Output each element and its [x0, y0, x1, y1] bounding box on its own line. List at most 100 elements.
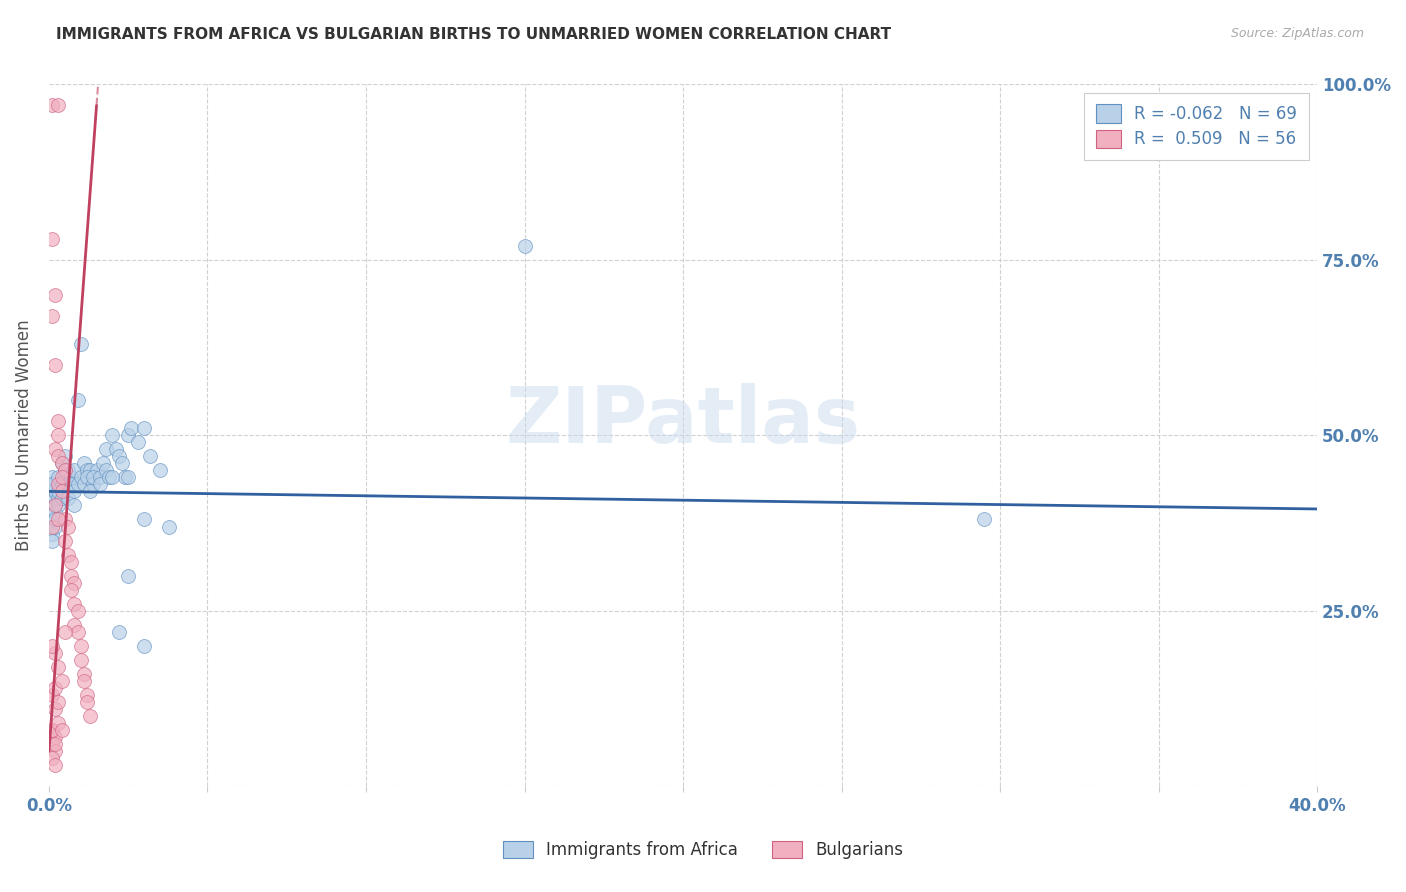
- Point: [41, 512, 63, 526]
- Point: [66, 393, 89, 408]
- Point: [132, 512, 155, 526]
- Point: [44, 681, 66, 695]
- Point: [63, 484, 86, 499]
- Point: [139, 450, 162, 464]
- Legend: Immigrants from Africa, Bulgarians: Immigrants from Africa, Bulgarians: [496, 834, 910, 866]
- Point: [48, 470, 70, 484]
- Point: [76, 688, 98, 702]
- Point: [48, 477, 70, 491]
- Point: [63, 499, 86, 513]
- Point: [44, 491, 66, 506]
- Point: [132, 421, 155, 435]
- Point: [48, 414, 70, 428]
- Point: [86, 463, 108, 477]
- Point: [48, 484, 70, 499]
- Point: [120, 421, 142, 435]
- Point: [107, 450, 129, 464]
- Point: [101, 470, 124, 484]
- Point: [973, 512, 995, 526]
- Point: [91, 456, 114, 470]
- Point: [41, 723, 63, 737]
- Point: [56, 519, 79, 533]
- Point: [94, 463, 117, 477]
- Point: [114, 470, 136, 484]
- Point: [44, 730, 66, 744]
- Point: [63, 597, 86, 611]
- Point: [41, 639, 63, 653]
- Point: [41, 484, 63, 499]
- Point: [44, 512, 66, 526]
- Point: [44, 702, 66, 716]
- Point: [63, 575, 86, 590]
- Point: [48, 660, 70, 674]
- Point: [69, 470, 91, 484]
- Point: [79, 709, 101, 723]
- Point: [41, 232, 63, 246]
- Point: [117, 568, 139, 582]
- Point: [41, 737, 63, 751]
- Point: [53, 463, 76, 477]
- Point: [53, 533, 76, 548]
- Point: [149, 463, 172, 477]
- Point: [44, 519, 66, 533]
- Point: [41, 98, 63, 112]
- Point: [53, 470, 76, 484]
- Point: [41, 470, 63, 484]
- Point: [98, 470, 121, 484]
- Point: [76, 470, 98, 484]
- Point: [53, 512, 76, 526]
- Point: [159, 519, 181, 533]
- Point: [117, 470, 139, 484]
- Point: [41, 519, 63, 533]
- Point: [48, 499, 70, 513]
- Point: [48, 695, 70, 709]
- Point: [117, 428, 139, 442]
- Point: [53, 450, 76, 464]
- Point: [44, 484, 66, 499]
- Point: [89, 477, 111, 491]
- Point: [41, 309, 63, 323]
- Point: [73, 666, 96, 681]
- Point: [132, 639, 155, 653]
- Point: [41, 723, 63, 737]
- Y-axis label: Births to Unmarried Women: Births to Unmarried Women: [15, 319, 32, 551]
- Point: [53, 624, 76, 639]
- Point: [41, 477, 63, 491]
- Point: [111, 456, 134, 470]
- Point: [51, 470, 73, 484]
- Point: [94, 442, 117, 457]
- Point: [60, 470, 83, 484]
- Point: [51, 491, 73, 506]
- Point: [41, 526, 63, 541]
- Point: [82, 477, 104, 491]
- Text: ZIPatlas: ZIPatlas: [506, 384, 860, 459]
- Point: [44, 646, 66, 660]
- Point: [82, 470, 104, 484]
- Point: [51, 477, 73, 491]
- Point: [44, 758, 66, 772]
- Point: [89, 470, 111, 484]
- Point: [51, 673, 73, 688]
- Point: [69, 653, 91, 667]
- Point: [51, 723, 73, 737]
- Point: [73, 673, 96, 688]
- Point: [51, 484, 73, 499]
- Point: [63, 617, 86, 632]
- Point: [48, 98, 70, 112]
- Point: [79, 463, 101, 477]
- Point: [101, 428, 124, 442]
- Point: [66, 604, 89, 618]
- Point: [79, 484, 101, 499]
- Point: [60, 477, 83, 491]
- Point: [69, 337, 91, 351]
- Point: [41, 688, 63, 702]
- Point: [73, 456, 96, 470]
- Point: [48, 428, 70, 442]
- Point: [44, 288, 66, 302]
- Point: [60, 568, 83, 582]
- Point: [51, 456, 73, 470]
- Text: Source: ZipAtlas.com: Source: ZipAtlas.com: [1230, 27, 1364, 40]
- Point: [41, 533, 63, 548]
- Point: [48, 491, 70, 506]
- Point: [513, 239, 536, 253]
